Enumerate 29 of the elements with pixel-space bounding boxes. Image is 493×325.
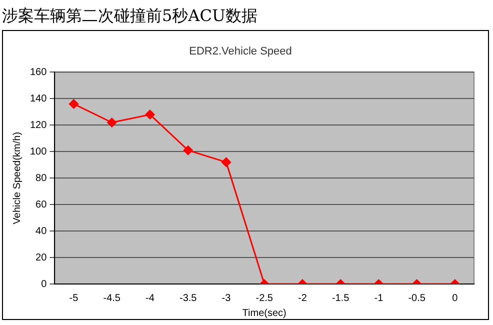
y-tick-label: 20 <box>36 252 48 264</box>
point <box>68 99 78 109</box>
x-tick-label: -0.5 <box>408 292 426 304</box>
y-tick-label: 40 <box>36 226 48 237</box>
x-tick-label: -4.5 <box>103 292 121 304</box>
y-tick-label: 160 <box>30 66 48 78</box>
y-tick-label: 80 <box>36 172 48 184</box>
y-tick-label: 100 <box>30 146 48 158</box>
point <box>107 118 117 128</box>
x-tick-label: -3.5 <box>179 292 198 304</box>
chart-title: 涉案车辆第二次碰撞前5秒ACU数据 <box>1 5 258 27</box>
x-tick-label: -1 <box>374 292 384 304</box>
x-tick-label: -1.5 <box>332 292 350 304</box>
x-tick-label: -2.5 <box>256 292 274 304</box>
y-tick-label: 60 <box>36 199 48 210</box>
y-tick-label: 0 <box>41 278 48 290</box>
point <box>221 157 231 167</box>
point <box>145 110 155 120</box>
y-axis-title: Vehicle Speed(km/h) <box>12 132 23 224</box>
point <box>183 146 193 156</box>
chart-subtitle: EDR2.Vehicle Speed <box>189 46 292 58</box>
x-tick-label: -3 <box>222 292 232 304</box>
y-tick-label: 120 <box>30 120 48 131</box>
x-tick-label: -4 <box>146 292 155 304</box>
x-axis-title: Time(sec) <box>242 308 286 319</box>
x-tick-label: 0 <box>452 292 458 304</box>
y-tick-label: 140 <box>30 93 48 104</box>
x-tick-label: -2 <box>298 292 308 304</box>
x-tick-label: -5 <box>69 292 79 304</box>
